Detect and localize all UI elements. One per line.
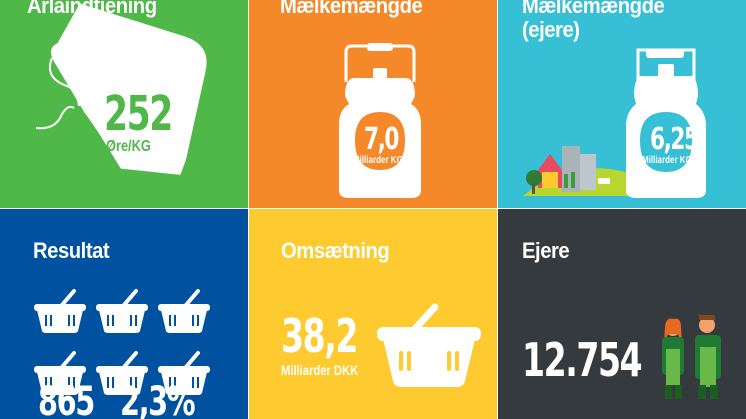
shopping-basket-icon	[96, 289, 148, 333]
milk-can-icon	[339, 43, 421, 198]
tile-resultat: Resultat 865 2,3%	[0, 209, 248, 419]
basket-grid	[34, 289, 210, 395]
tile-title: Omsætning	[281, 238, 390, 263]
arlaindtjening-unit: Øre/KG	[106, 138, 151, 155]
maelkemaengde-ejere-value: 6,25	[650, 122, 699, 157]
resultat-percent: 2,3%	[120, 379, 196, 419]
tile-title-suffix: (ejere)	[522, 17, 580, 42]
tile-omsaetning: Omsætning 38,2 Milliarder DKK	[249, 209, 497, 419]
tile-title: Mælkemængde	[280, 0, 423, 18]
arlaindtjening-value: 252	[104, 86, 173, 142]
tile-title: Resultat	[33, 238, 110, 263]
shopping-basket-icon	[96, 351, 148, 395]
maelkemaengde-ejere-unit: Milliarder KG	[642, 155, 692, 166]
farmers-icon	[662, 315, 721, 399]
tile-title: Ejere	[522, 238, 570, 263]
shopping-basket-icon	[377, 303, 481, 387]
shopping-basket-icon	[34, 351, 86, 395]
tile-title: Mælkemængde	[522, 0, 665, 18]
resultat-value: 865	[38, 379, 95, 419]
shopping-basket-icon	[158, 289, 210, 333]
maelkemaengde-value: 7,0	[364, 122, 399, 157]
shopping-basket-icon	[34, 289, 86, 333]
milk-can-farm-icon	[523, 48, 706, 198]
maelkemaengde-unit: Milliarder KG	[353, 155, 403, 166]
tile-maelkemaengde-ejere: Mælkemængde (ejere) 6,25 Milliarder KG	[498, 0, 746, 208]
price-tag-icon	[35, 3, 207, 175]
omsaetning-value: 38,2	[281, 309, 358, 363]
ejere-value: 12.754	[522, 333, 643, 387]
shopping-basket-icon	[158, 351, 210, 395]
tile-arlaindtjening: Arlaindtjening 252 Øre/KG	[0, 0, 248, 208]
tile-ejere: Ejere 12.754	[498, 209, 746, 419]
omsaetning-unit: Milliarder DKK	[281, 362, 359, 378]
tile-maelkemaengde: Mælkemængde 7,0 Milliarder KG	[249, 0, 497, 208]
